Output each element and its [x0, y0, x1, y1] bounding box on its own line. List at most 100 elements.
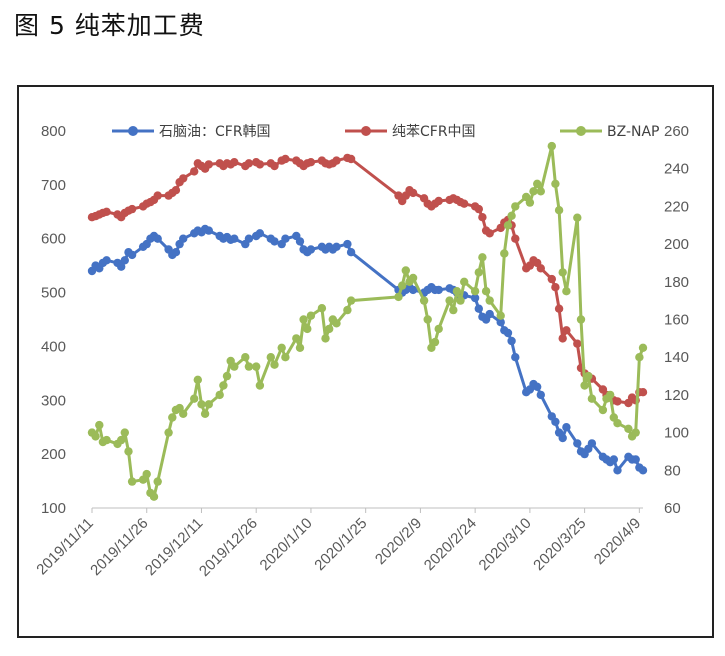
- y-right-tick-label: 140: [664, 349, 689, 366]
- series-point-2: [332, 156, 341, 165]
- series-point-1: [332, 242, 341, 251]
- legend-label: 纯苯CFR中国: [392, 123, 476, 140]
- y-left-tick-label: 500: [41, 285, 66, 302]
- series-point-3: [303, 324, 312, 334]
- series-point-1: [270, 237, 279, 246]
- series-point-3: [230, 362, 239, 371]
- series-point-2: [153, 191, 162, 200]
- series-point-1: [295, 237, 305, 246]
- series-point-1: [551, 417, 560, 426]
- series-point-1: [573, 439, 582, 448]
- y-right-tick-label: 80: [664, 462, 681, 479]
- series-point-2: [244, 159, 254, 168]
- x-tick-label: 2020/3/10: [476, 515, 535, 574]
- series-point-3: [149, 492, 159, 501]
- series-point-3: [190, 394, 199, 403]
- legend-swatch-marker: [128, 126, 138, 136]
- legend-label: BZ-NAP: [607, 124, 660, 140]
- series-point-3: [536, 187, 545, 196]
- series-point-1: [507, 336, 516, 346]
- series-point-3: [533, 179, 542, 188]
- series-point-1: [117, 262, 126, 271]
- series-point-1: [343, 239, 352, 249]
- y-right-tick-label: 60: [664, 500, 681, 517]
- series-point-1: [631, 455, 640, 464]
- series-point-3: [445, 296, 454, 305]
- series-point-3: [193, 375, 202, 384]
- series-point-3: [292, 334, 301, 343]
- series-point-3: [408, 273, 418, 283]
- legend-swatch-marker: [576, 126, 586, 136]
- series-point-3: [419, 296, 429, 305]
- series-point-3: [343, 305, 352, 315]
- x-tick-label: 2020/3/25: [530, 515, 589, 574]
- series-point-1: [609, 455, 618, 464]
- series-point-3: [631, 428, 640, 437]
- x-tick-label: 2019/12/26: [196, 515, 261, 580]
- series-point-2: [179, 174, 188, 183]
- series-point-3: [179, 409, 188, 418]
- y-left-tick-label: 600: [41, 231, 66, 248]
- series-point-3: [102, 435, 111, 445]
- series-point-2: [478, 213, 487, 222]
- series-point-3: [306, 311, 316, 320]
- series-point-3: [547, 141, 556, 151]
- series-point-1: [562, 423, 571, 432]
- series-point-2: [171, 186, 181, 195]
- x-tick-label: 2020/1/10: [257, 515, 316, 574]
- series-point-1: [558, 433, 567, 443]
- series-point-3: [562, 287, 571, 296]
- series-point-3: [153, 477, 162, 486]
- series-point-3: [576, 315, 586, 324]
- series-point-3: [197, 400, 206, 409]
- series-point-3: [496, 311, 505, 320]
- series-point-3: [252, 362, 261, 371]
- x-tick-label: 2020/1/25: [311, 515, 370, 574]
- series-point-3: [613, 419, 622, 428]
- series-point-3: [95, 420, 104, 430]
- series-point-2: [306, 158, 316, 167]
- series-point-3: [270, 360, 279, 369]
- x-tick-label: 2020/4/9: [591, 515, 644, 568]
- series-point-3: [346, 296, 356, 305]
- series-point-2: [511, 234, 520, 243]
- series-point-3: [219, 381, 228, 390]
- series-point-1: [346, 248, 356, 257]
- series-point-3: [573, 213, 582, 222]
- series-point-3: [142, 469, 151, 479]
- chart-frame: [17, 85, 714, 638]
- series-point-3: [558, 268, 567, 277]
- x-tick-label: 2019/11/26: [87, 515, 151, 579]
- series-point-1: [638, 466, 648, 475]
- series-point-3: [554, 206, 564, 215]
- series-point-2: [536, 264, 545, 273]
- series-point-3: [91, 432, 100, 441]
- series-point-2: [547, 274, 556, 284]
- y-left-tick-label: 800: [41, 123, 66, 140]
- series-point-3: [317, 304, 327, 313]
- series-point-3: [398, 281, 407, 290]
- y-right-tick-label: 240: [664, 161, 689, 178]
- series-point-3: [606, 390, 615, 400]
- y-right-tick-label: 100: [664, 425, 689, 442]
- series-point-3: [299, 315, 308, 324]
- series-point-1: [511, 353, 520, 362]
- series-point-2: [460, 199, 469, 208]
- series-point-3: [481, 287, 491, 296]
- series-point-1: [533, 382, 542, 391]
- series-point-2: [554, 304, 564, 313]
- series-point-1: [281, 234, 290, 243]
- series-point-3: [449, 305, 458, 315]
- figure-title: 图 5 纯苯加工费: [14, 11, 205, 40]
- series-point-3: [321, 334, 330, 343]
- y-right-tick-label: 180: [664, 274, 689, 291]
- series-point-1: [496, 318, 505, 327]
- series-point-3: [266, 353, 275, 362]
- series-point-1: [171, 248, 181, 257]
- series-point-3: [624, 424, 633, 433]
- y-left-tick-label: 700: [41, 177, 66, 194]
- y-left-tick-label: 400: [41, 338, 66, 355]
- series-point-2: [562, 326, 571, 335]
- series-point-3: [168, 413, 177, 422]
- series-point-1: [613, 466, 622, 475]
